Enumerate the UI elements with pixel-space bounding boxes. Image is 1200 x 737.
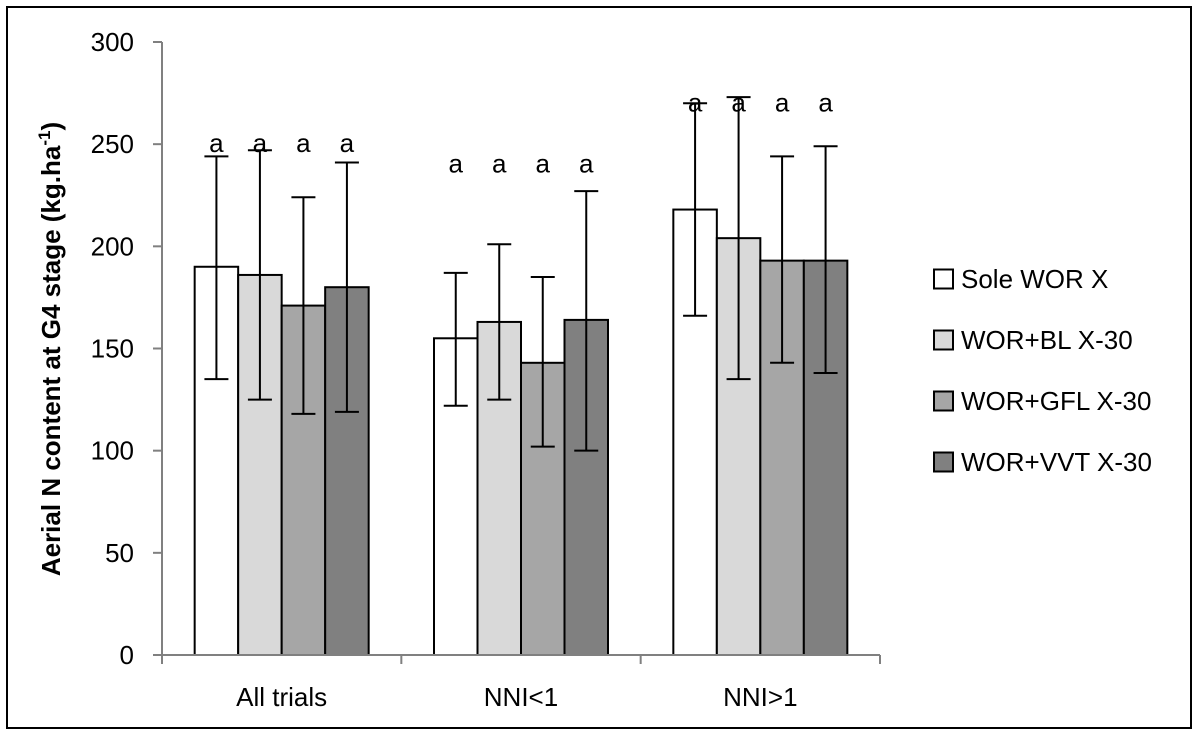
significance-label: a <box>818 87 833 117</box>
significance-label: a <box>731 87 746 117</box>
y-tick-label: 100 <box>91 436 134 466</box>
y-tick-label: 150 <box>91 334 134 364</box>
significance-label: a <box>253 128 268 158</box>
y-axis-label-sup: -1 <box>35 130 54 145</box>
legend-swatch <box>933 329 954 351</box>
y-tick-label: 0 <box>120 640 134 670</box>
significance-label: a <box>536 149 551 179</box>
significance-label: a <box>492 149 507 179</box>
y-axis-label: Aerial N content at G4 stage (kg.ha-1) <box>35 122 66 576</box>
y-axis-label-main: Aerial N content at G4 stage (kg.ha <box>36 145 66 576</box>
y-axis: 0 50 100 150 200 250 300 <box>91 27 163 670</box>
x-tick-label: All trials <box>236 682 327 712</box>
significance-label: a <box>296 128 311 158</box>
legend-label: WOR+BL X-30 <box>961 325 1133 355</box>
significance-label: a <box>579 149 594 179</box>
significance-label: a <box>449 149 464 179</box>
x-axis: All trials NNI<1 NNI>1 <box>161 654 881 712</box>
significance-label: a <box>688 87 703 117</box>
y-axis-label-close: ) <box>36 122 66 131</box>
legend-swatch <box>933 268 954 290</box>
legend-swatch <box>933 451 954 473</box>
y-tick-label: 200 <box>91 231 134 261</box>
legend-swatch <box>933 390 954 412</box>
x-tick-label: NNI<1 <box>484 682 558 712</box>
y-tick-label: 250 <box>91 129 134 159</box>
bars: a a a aa a a aa a a a <box>193 87 849 656</box>
x-tick-label: NNI>1 <box>723 682 797 712</box>
legend-label: Sole WOR X <box>961 264 1108 294</box>
significance-label: a <box>775 87 790 117</box>
y-tick-label: 300 <box>91 27 134 57</box>
legend-label: WOR+VVT X-30 <box>961 447 1152 477</box>
legend: Sole WOR X WOR+BL X-30 WOR+GFL X-30 WOR+VVT… <box>933 264 1152 477</box>
bar <box>476 320 522 656</box>
significance-label: a <box>340 128 355 158</box>
significance-label: a <box>209 128 224 158</box>
y-tick-label: 50 <box>105 538 134 568</box>
legend-label: WOR+GFL X-30 <box>961 386 1151 416</box>
